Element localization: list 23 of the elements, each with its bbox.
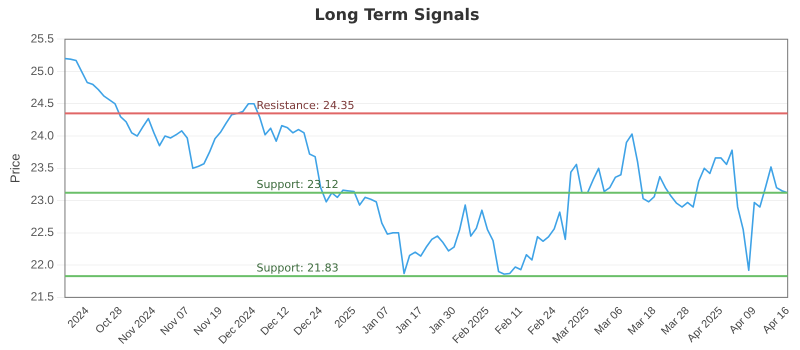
x-tick-label: Dec 24 (292, 304, 325, 338)
y-tick-label: 25.5 (30, 32, 54, 46)
y-tick-label: 23.0 (30, 192, 54, 207)
x-tick-label: Nov 07 (158, 304, 192, 338)
y-tick-label: 23.5 (30, 160, 54, 175)
y-tick-label: 24.5 (30, 96, 54, 110)
x-tick-label: Feb 11 (492, 304, 526, 337)
y-tick-label: 25.0 (30, 64, 54, 78)
y-tick-label: 22.5 (30, 225, 54, 240)
ref-line-label: Resistance: 24.35 (256, 98, 354, 112)
x-tick-label: Mar 06 (592, 304, 626, 338)
x-tick-label: Jan 07 (360, 304, 392, 337)
y-tick-label: 22.0 (30, 257, 54, 272)
y-tick-label: 21.5 (30, 290, 54, 304)
x-tick-label: Mar 18 (626, 304, 659, 338)
x-tick-label: Dec 12 (258, 304, 292, 338)
y-tick-label: 24.0 (30, 128, 54, 142)
x-tick-label: Apr 09 (727, 304, 759, 336)
x-tick-label: Jan 17 (393, 304, 426, 337)
chart-title: Long Term Signals (314, 4, 480, 24)
y-axis-title: Price (7, 153, 22, 184)
ref-line-label: Support: 21.83 (256, 261, 339, 274)
x-tick-label: Apr 16 (760, 304, 792, 336)
